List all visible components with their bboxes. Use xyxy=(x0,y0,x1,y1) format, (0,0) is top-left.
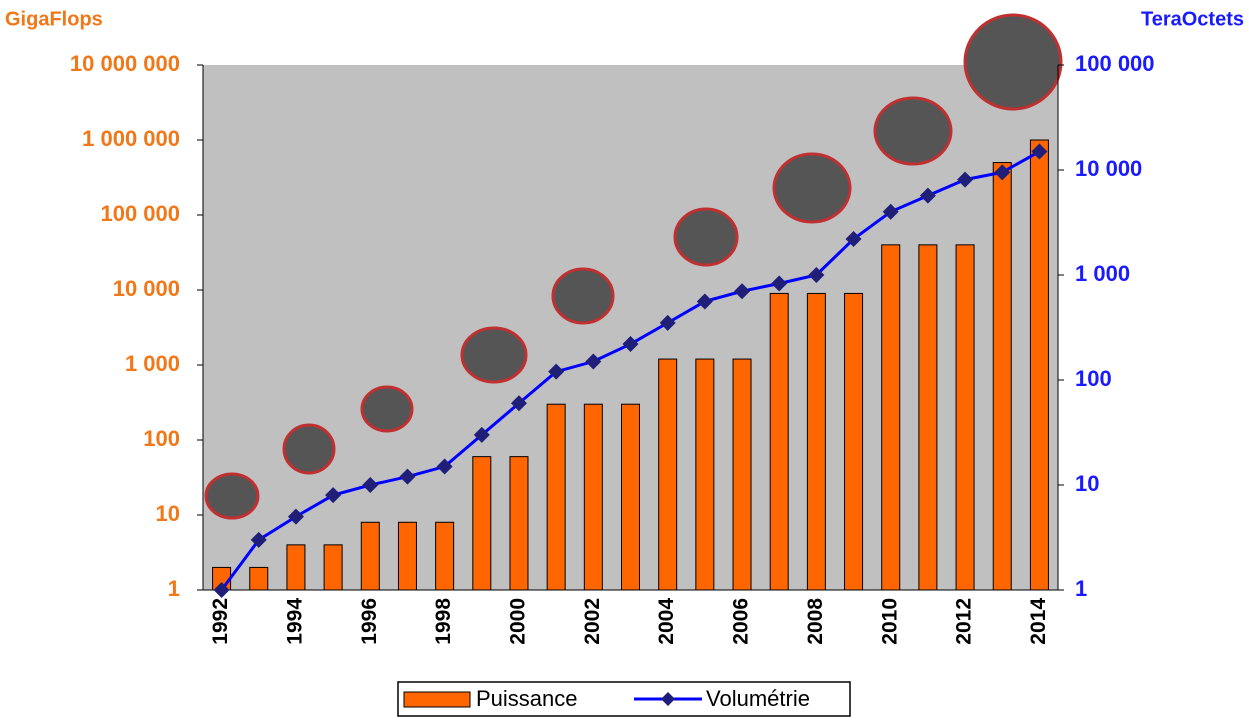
bar xyxy=(249,566,269,591)
marker xyxy=(436,458,453,475)
legend-label: Volumétrie xyxy=(706,686,810,711)
bar xyxy=(583,403,603,591)
marker xyxy=(696,293,713,310)
marker xyxy=(734,283,751,300)
x-tick-label: 2004 xyxy=(655,598,678,645)
marker xyxy=(250,531,267,548)
marker xyxy=(622,336,639,353)
x-tick-label: 2012 xyxy=(953,598,976,645)
x-tick-label: 1996 xyxy=(358,598,381,645)
bar xyxy=(844,292,864,591)
bar xyxy=(732,358,752,591)
y2-tick-label: 1 xyxy=(1075,576,1087,601)
y-tick-label: 10 000 000 xyxy=(70,51,180,76)
bar xyxy=(1029,139,1049,591)
marker xyxy=(287,508,304,525)
y-tick-label: 1 000 000 xyxy=(82,126,180,151)
photos xyxy=(204,13,1063,520)
bar xyxy=(546,403,566,591)
y-tick-label: 1 000 xyxy=(125,351,180,376)
bar xyxy=(360,521,380,591)
bar xyxy=(435,521,455,591)
bar xyxy=(472,456,492,591)
marker xyxy=(473,426,490,443)
marker xyxy=(771,275,788,292)
x-tick-label: 1994 xyxy=(283,598,306,645)
x-tick-label: 2010 xyxy=(878,598,901,645)
marker xyxy=(659,314,676,331)
bar xyxy=(918,244,938,591)
bar xyxy=(881,244,901,591)
marker xyxy=(213,582,230,598)
y2-axis-title: TeraOctets xyxy=(1141,8,1244,30)
y2-tick-label: 100 000 xyxy=(1075,51,1155,76)
marker xyxy=(919,187,936,204)
bar xyxy=(695,358,715,591)
y2-tick-label: 1 000 xyxy=(1075,261,1130,286)
bar xyxy=(806,292,826,591)
marker xyxy=(585,353,602,370)
legend-label: Puissance xyxy=(476,686,578,711)
bar xyxy=(658,358,678,591)
y-tick-label: 100 xyxy=(143,426,180,451)
bar xyxy=(769,292,789,591)
bar xyxy=(286,544,306,591)
y2-tick-label: 10 xyxy=(1075,471,1099,496)
marker xyxy=(882,203,899,220)
x-tick-label: 2014 xyxy=(1027,598,1050,645)
y-tick-label: 100 000 xyxy=(100,201,180,226)
y2-tick-label: 100 xyxy=(1075,366,1112,391)
x-tick-label: 1998 xyxy=(432,598,455,645)
bar xyxy=(509,456,529,591)
x-tick-label: 2006 xyxy=(730,598,753,645)
bar xyxy=(323,544,343,591)
marker xyxy=(808,267,825,283)
x-tick-label: 2008 xyxy=(804,598,827,645)
y-tick-label: 10 000 xyxy=(113,276,180,301)
marker xyxy=(399,468,416,485)
bar xyxy=(992,162,1012,591)
y-tick-label: 1 xyxy=(168,576,180,601)
marker xyxy=(510,395,527,412)
y2-tick-label: 10 000 xyxy=(1075,156,1142,181)
y-tick-label: 10 xyxy=(156,501,180,526)
x-tick-label: 1992 xyxy=(209,598,232,645)
x-tick-label: 2002 xyxy=(581,598,604,645)
bar xyxy=(397,521,417,591)
marker xyxy=(845,231,862,248)
x-tick-label: 2000 xyxy=(507,598,530,645)
bar xyxy=(955,244,975,591)
marker xyxy=(362,477,379,493)
y-axis-title: GigaFlops xyxy=(5,8,103,30)
marker xyxy=(994,164,1011,181)
marker xyxy=(1031,143,1048,160)
marker xyxy=(548,363,565,380)
marker xyxy=(957,171,974,188)
marker xyxy=(325,487,342,504)
bar xyxy=(621,403,640,591)
legend: Puissance Volumétrie xyxy=(397,681,851,717)
